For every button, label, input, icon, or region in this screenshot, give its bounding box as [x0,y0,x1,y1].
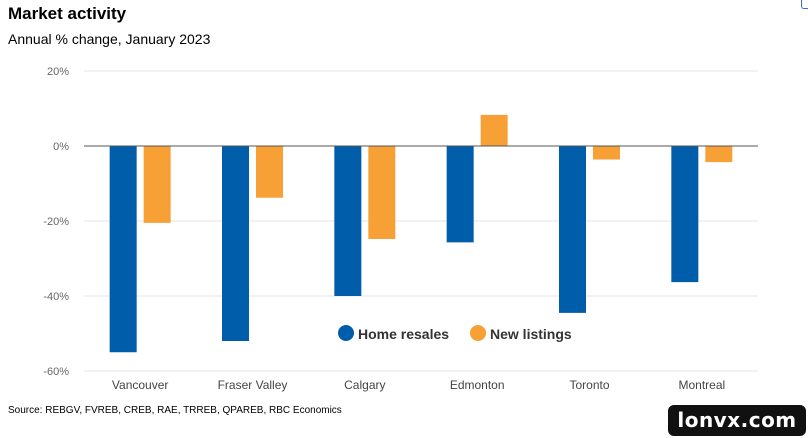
bar-new-listings[interactable] [705,146,733,163]
corner-frame-mark [801,0,808,9]
source-note: Source: REBGV, FVREB, CREB, RAE, TRREB, … [8,405,342,416]
legend[interactable]: Home resales New listings [338,325,572,342]
x-axis-categories: Vancouver Fraser Valley Calgary Edmonton Tor… [112,378,725,392]
bar-new-listings[interactable] [593,146,620,160]
legend-label-new-listings: New listings [490,326,572,342]
bar-home-resales[interactable] [222,146,249,341]
bar-home-resales[interactable] [671,146,699,283]
legend-marker-home-resales [338,325,354,341]
y-tick-label: -20% [43,216,69,228]
bar-home-resales[interactable] [446,146,474,243]
y-tick-label: 20% [47,66,69,78]
x-category-label: Edmonton [450,378,505,392]
x-category-label: Toronto [569,378,609,392]
y-tick-label: -60% [43,366,69,378]
y-tick-label: 0% [53,141,69,153]
gridlines [84,70,758,372]
y-axis-ticks: 20% 0% -20% -40% -60% [43,66,69,378]
bar-home-resales[interactable] [334,146,362,296]
bar-new-listings[interactable] [480,114,508,146]
y-tick-label: -40% [43,291,69,303]
x-category-label: Montreal [678,378,725,392]
watermark-logo: lonvx.com [668,405,806,436]
bar-home-resales[interactable] [559,146,586,313]
bar-home-resales[interactable] [109,146,137,353]
bar-new-listings[interactable] [143,146,171,223]
x-category-label: Calgary [344,378,385,392]
chart-subtitle: Annual % change, January 2023 [8,31,211,47]
bar-new-listings[interactable] [256,146,283,198]
x-category-label: Vancouver [112,378,168,392]
legend-label-home-resales: Home resales [358,326,449,342]
x-category-label: Fraser Valley [218,378,288,392]
legend-marker-new-listings [470,325,486,341]
bars [109,114,733,353]
bar-new-listings[interactable] [368,146,396,239]
chart-title: Market activity [8,4,127,23]
